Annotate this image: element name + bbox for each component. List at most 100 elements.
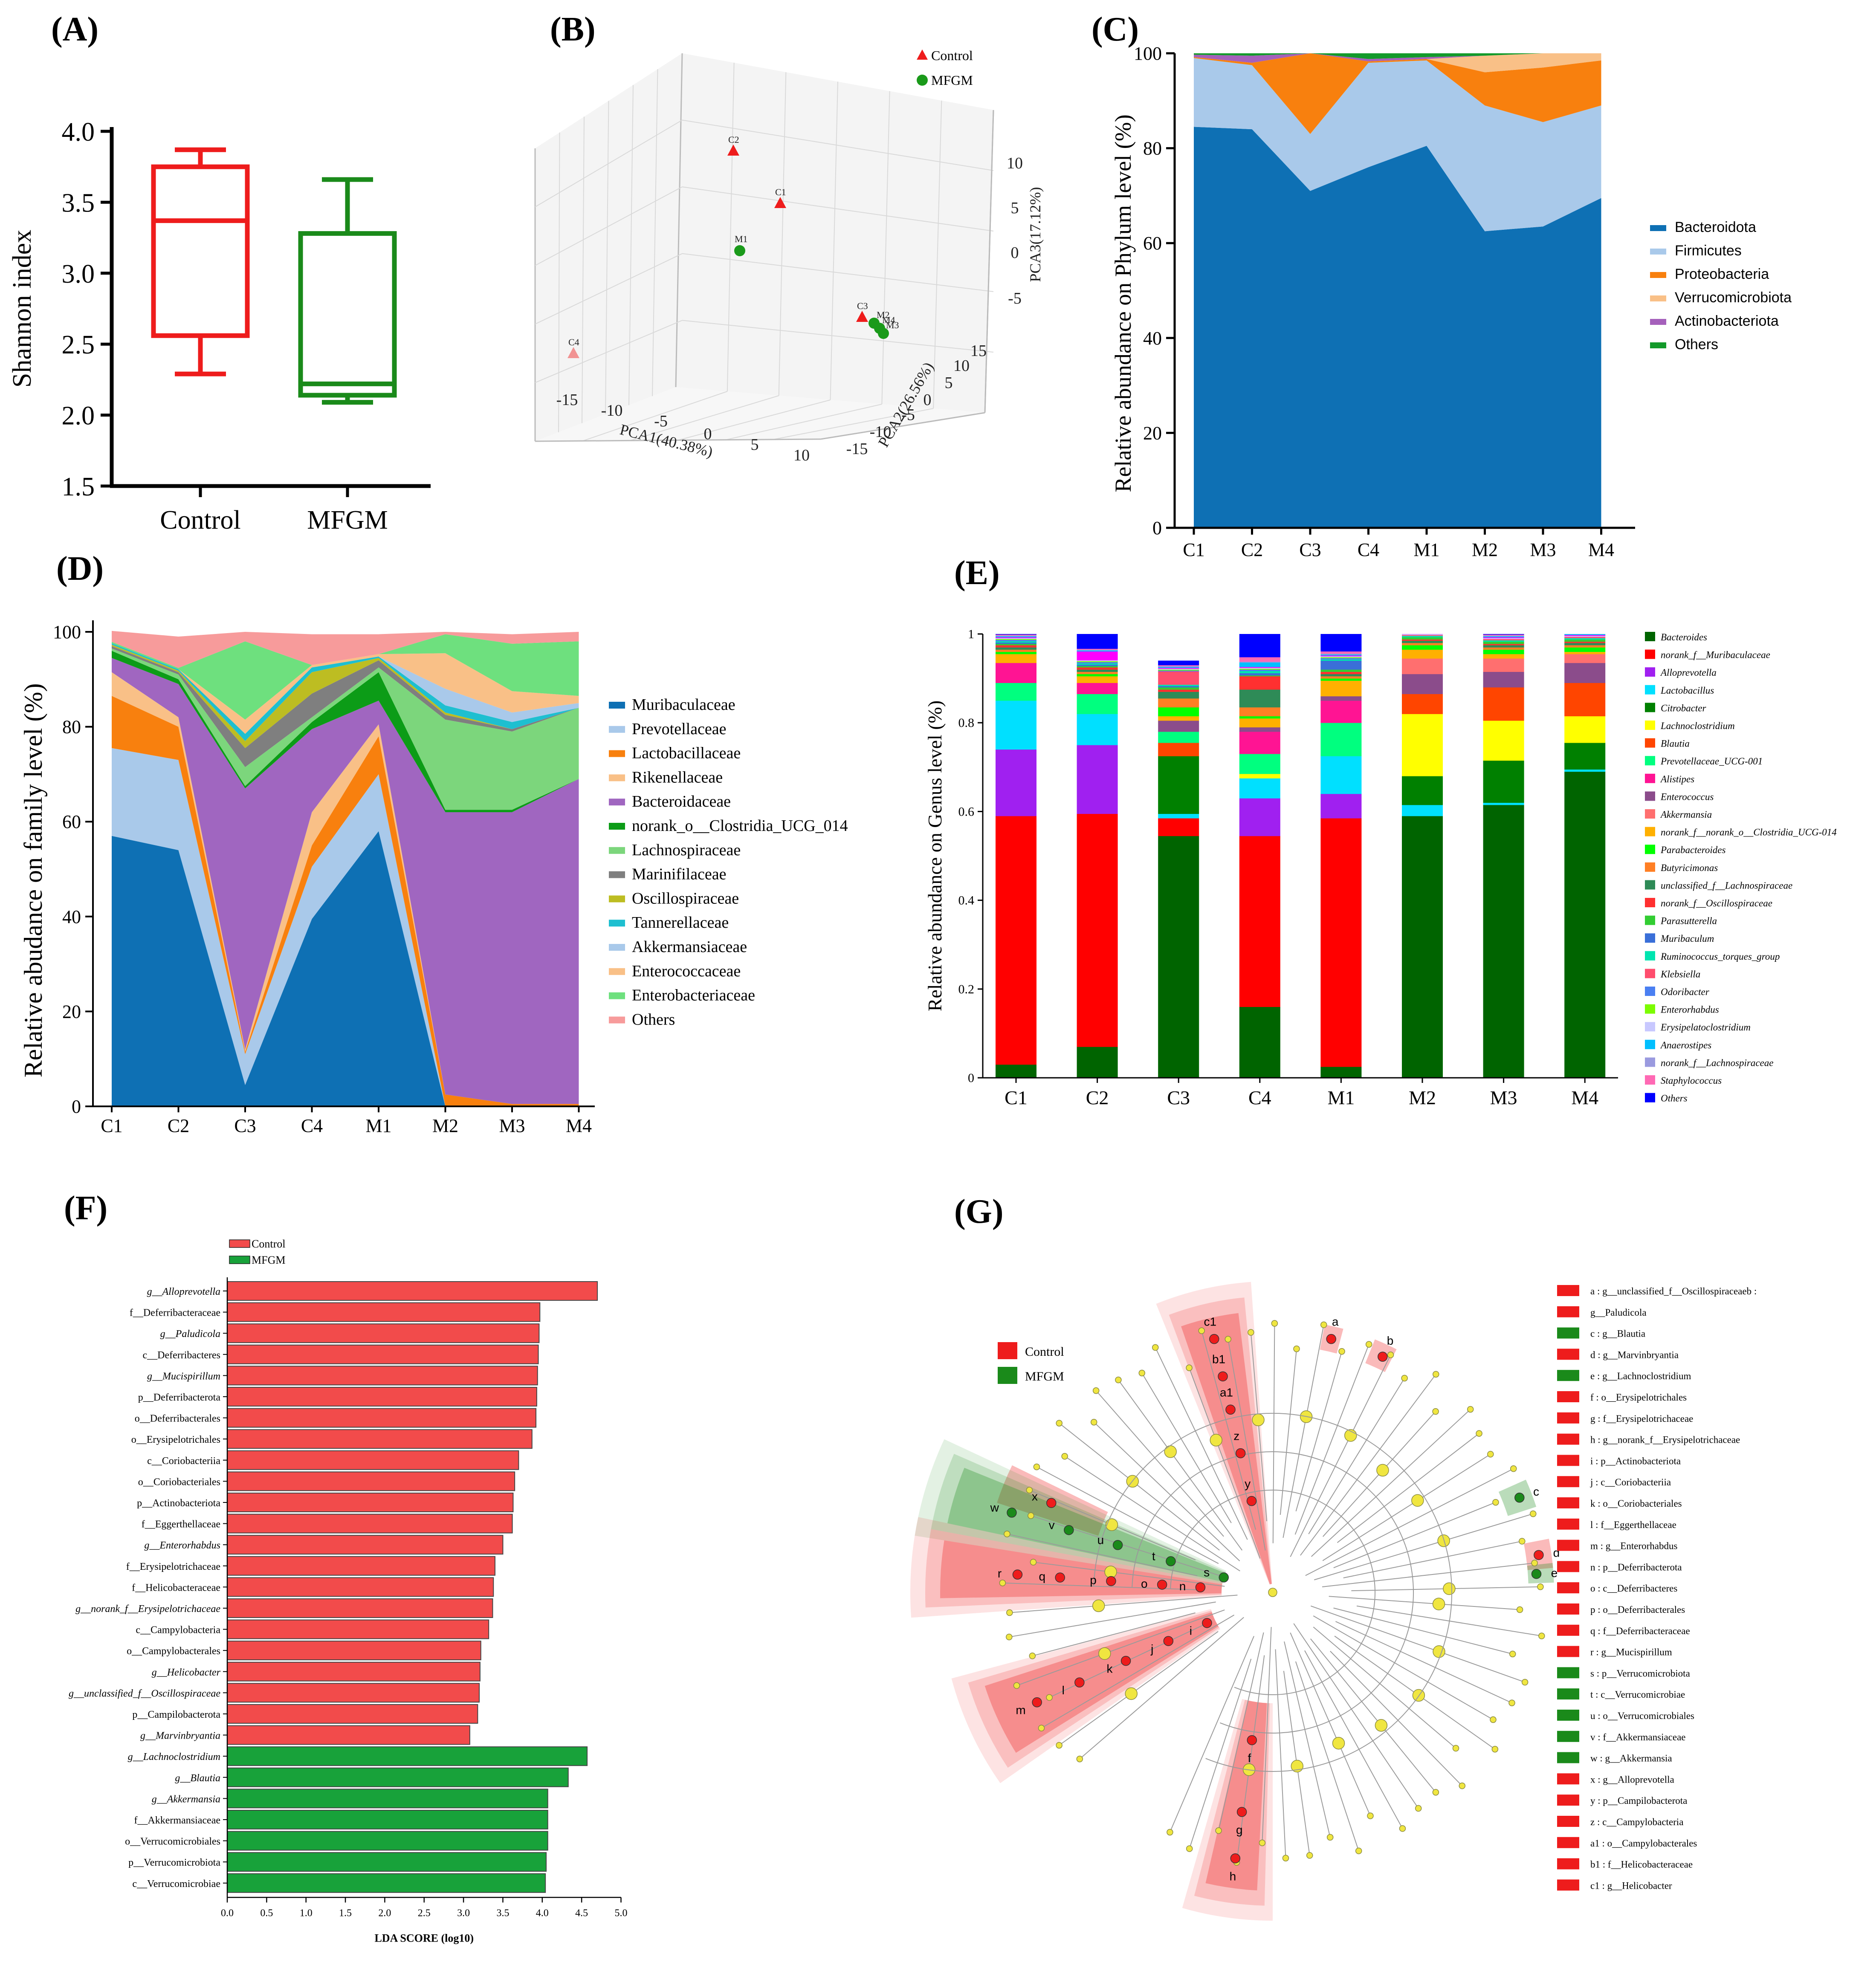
grid-line <box>725 404 882 440</box>
tree-branch <box>1295 1661 1359 1851</box>
legend-swatch <box>1645 845 1655 854</box>
bar-segment <box>1402 642 1443 645</box>
tree-leaf-node <box>1090 1418 1097 1426</box>
bar-segment <box>1402 645 1443 650</box>
bar-segment <box>1483 634 1524 636</box>
bar-label: g__Marvinbryantia <box>140 1731 220 1742</box>
bar-segment <box>1564 639 1606 642</box>
bar-segment <box>1239 668 1280 669</box>
grid-line <box>558 132 560 432</box>
legend-swatch <box>609 920 625 927</box>
clade-letter: w <box>990 1501 999 1514</box>
bar-segment <box>1158 716 1199 721</box>
tree-branch <box>1313 1626 1456 1749</box>
z-axis-line <box>984 110 994 413</box>
grid-line <box>628 85 634 405</box>
x-tick-label: 5 <box>751 436 759 454</box>
y-tick-label: -5 <box>901 406 915 424</box>
tree-leaf-node <box>1516 1606 1523 1613</box>
legend-swatch <box>1645 933 1655 943</box>
legend-label: Oscillospiraceae <box>632 889 739 907</box>
tree-branch <box>1189 1367 1261 1559</box>
bar-label: g__Enterorhabdus <box>144 1540 220 1551</box>
lda-bar <box>227 1704 478 1724</box>
legend-label: Marinifilaceae <box>632 865 727 883</box>
bar-segment <box>1483 720 1524 761</box>
bar-segment <box>1077 650 1118 652</box>
key-swatch <box>1557 1582 1579 1594</box>
bar-segment <box>1564 651 1606 654</box>
bar-segment <box>1158 756 1199 814</box>
grid-line <box>682 186 994 232</box>
bar-segment <box>996 637 1036 638</box>
tree-leaf-node <box>1028 1512 1034 1519</box>
tree-branch <box>1141 1372 1232 1523</box>
point-circle <box>734 245 745 256</box>
point-label: C4 <box>568 337 579 347</box>
grid-line <box>535 119 683 208</box>
clade-letter: t <box>1152 1550 1155 1563</box>
legend-label: Others <box>1675 336 1718 353</box>
bar-segment <box>1402 634 1443 635</box>
bar-segment <box>1402 637 1443 640</box>
legend-swatch <box>1650 249 1666 255</box>
clade-letter: k <box>1107 1662 1113 1675</box>
clade-node <box>1055 1572 1065 1583</box>
tree-leaf-node <box>1038 1725 1045 1732</box>
clade-letter: f <box>1248 1751 1251 1765</box>
bar-segment <box>1239 669 1280 670</box>
grid-line <box>535 253 683 325</box>
key-swatch <box>1557 1561 1579 1572</box>
legend-swatch <box>1645 898 1655 907</box>
bar-label: p__Actinobacteriota <box>137 1498 220 1509</box>
bar-segment <box>1158 669 1199 671</box>
key-label: f : o__Erysipelotrichales <box>1590 1392 1687 1403</box>
bar-segment <box>1564 716 1606 743</box>
legend-swatch <box>1645 951 1655 961</box>
tree-leaf-node <box>1467 1406 1474 1413</box>
bar-segment <box>1320 659 1362 661</box>
key-swatch <box>1557 1327 1579 1339</box>
legend-swatch <box>1645 685 1655 695</box>
tree-leaf-node <box>1487 1451 1494 1458</box>
grid-line <box>881 91 890 405</box>
tree-leaf-node <box>1509 1650 1516 1658</box>
y-tick-label: 60 <box>1143 233 1162 254</box>
tree-leaf-node <box>1115 1376 1122 1383</box>
legend-label: Erysipelatoclostridium <box>1660 1022 1751 1033</box>
bar-segment <box>996 700 1036 750</box>
legend-label: Prevotellaceae_UCG-001 <box>1660 756 1763 767</box>
tree-branch <box>1284 1641 1331 1838</box>
panel-tag: (E) <box>954 554 1000 592</box>
bar-segment <box>996 654 1036 663</box>
bar-segment <box>1564 635 1606 636</box>
bar-segment <box>1320 654 1362 656</box>
legend-label: Klebsiella <box>1660 969 1700 979</box>
bar-segment <box>1158 671 1199 685</box>
legend-swatch <box>609 799 625 806</box>
clade-node <box>1046 1498 1057 1508</box>
tree-leaf-node <box>1476 1430 1482 1437</box>
legend-marker-triangle <box>917 49 928 60</box>
tree-branch <box>1295 1351 1343 1511</box>
bar-segment <box>1564 645 1606 648</box>
tree-branch <box>1228 1339 1266 1551</box>
clade-letter: n <box>1179 1580 1186 1593</box>
tree-branch <box>1059 1631 1219 1746</box>
legend-label: Actinobacteriota <box>1675 313 1779 329</box>
legend-swatch <box>609 871 625 878</box>
tree-leaf-node <box>1387 1352 1394 1358</box>
key-swatch <box>1557 1837 1579 1848</box>
legend-label: Muribaculaceae <box>632 696 735 714</box>
legend-swatch <box>609 1016 625 1024</box>
clade-letter: q <box>1039 1570 1046 1583</box>
bar-segment <box>1158 668 1199 669</box>
legend-swatch <box>1645 667 1655 677</box>
tree-branch <box>1305 1468 1514 1576</box>
legend-label: norank_f__Muribaculaceae <box>1661 650 1770 660</box>
grid-line <box>535 320 683 383</box>
bar-segment <box>1158 818 1199 836</box>
bar-segment <box>1402 635 1443 636</box>
x-tick-label: 4.5 <box>575 1907 588 1919</box>
